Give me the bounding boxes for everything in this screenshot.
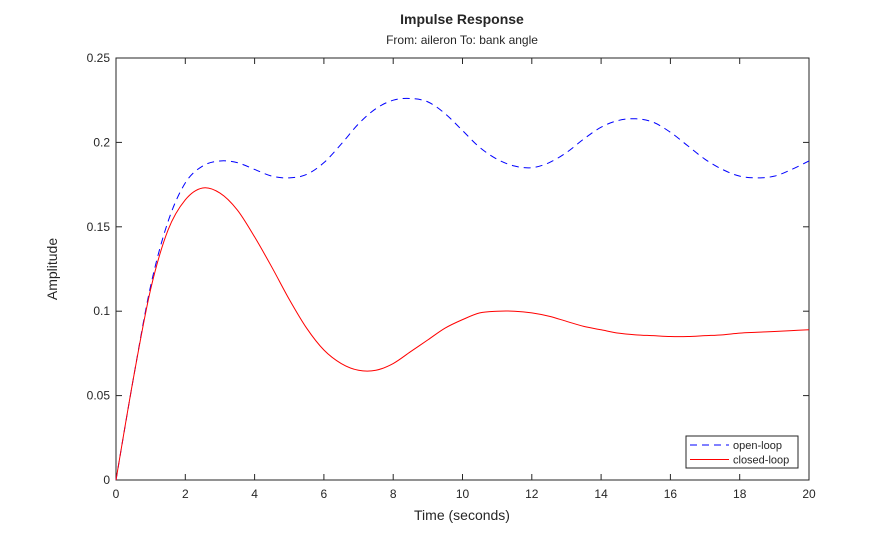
x-tick-label: 10 [456,487,470,501]
y-tick-label: 0.1 [93,304,110,318]
series-group [115,97,810,481]
y-tick-label: 0.05 [87,389,111,403]
chart-subtitle: From: aileron To: bank angle [386,33,538,47]
plot-box [115,57,810,481]
x-tick-label: 18 [733,487,747,501]
y-tick-label: 0.2 [93,135,110,149]
series-line-open-loop [115,97,810,481]
x-tick-label: 8 [390,487,397,501]
x-tick-label: 2 [182,487,189,501]
chart-title: Impulse Response [400,11,524,27]
series-line-closed-loop [115,187,810,481]
x-tick-label: 6 [321,487,328,501]
legend-box [685,435,799,469]
y-tick-label: 0.15 [87,220,111,234]
x-tick-label: 16 [664,487,678,501]
axes: 0 2 4 6 8 10 12 14 16 18 20 0 0.05 0.1 0.15 0.2 0.25 [87,51,816,501]
x-tick-label: 12 [525,487,539,501]
x-tick-label: 20 [802,487,816,501]
legend: open-loop closed-loop [685,435,799,469]
x-axis-label: Time (seconds) [414,507,510,523]
legend-label: open-loop [733,440,782,452]
x-tick-label: 4 [251,487,258,501]
y-axis-label: Amplitude [44,238,60,300]
legend-label: closed-loop [733,455,789,467]
y-tick-label: 0.25 [87,51,111,65]
x-tick-label: 0 [113,487,120,501]
y-tick-label: 0 [103,473,110,487]
x-tick-label: 14 [594,487,608,501]
